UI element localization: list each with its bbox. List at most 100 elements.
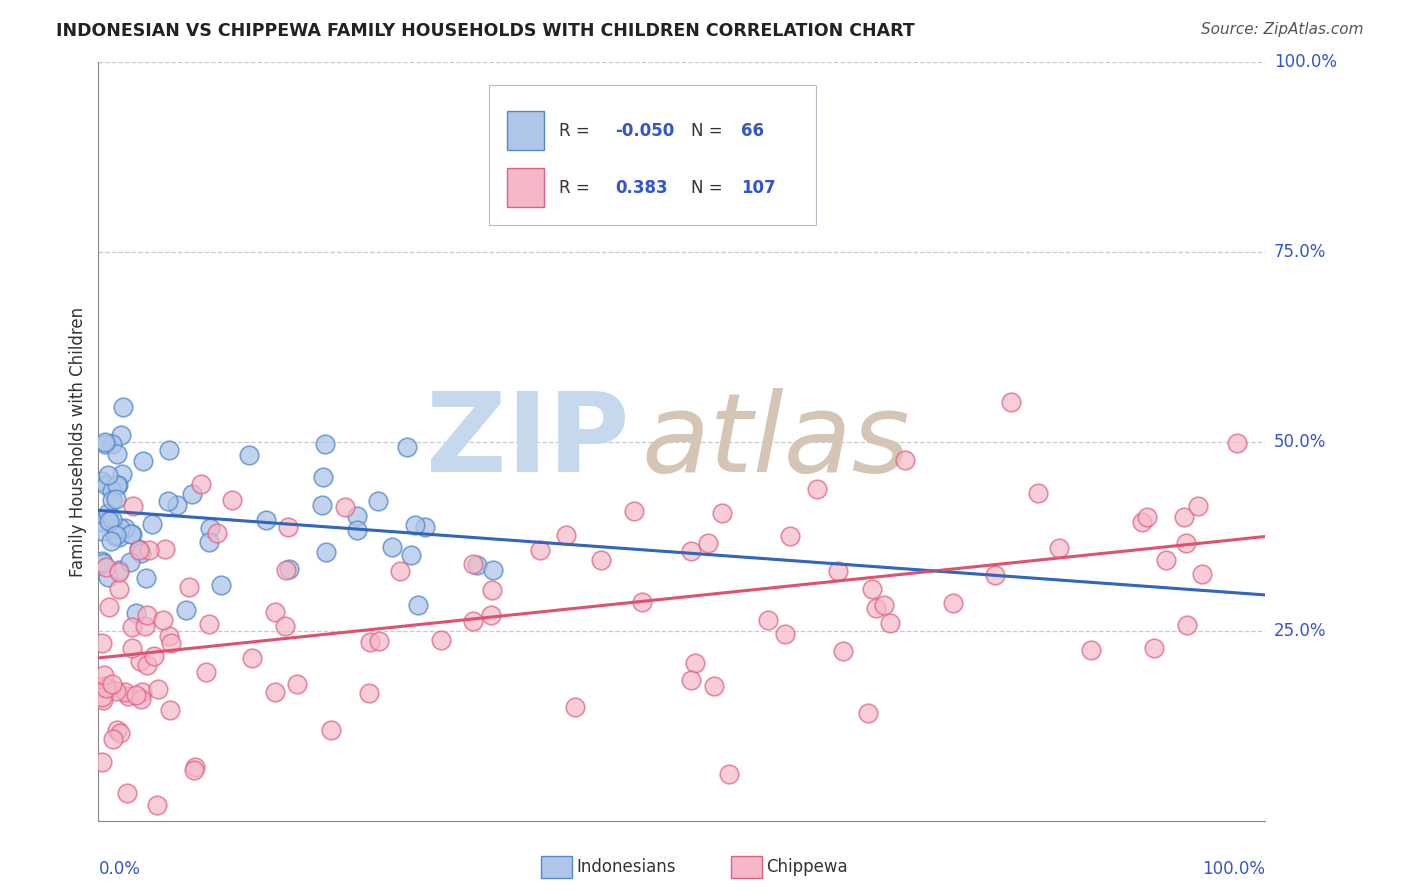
Point [121, 640, 143, 655]
Point [555, 528, 578, 542]
Point [238, 448, 260, 462]
Point [389, 564, 412, 578]
Text: 100.0%: 100.0% [1202, 860, 1265, 878]
Point [115, 786, 138, 800]
Point [285, 677, 308, 691]
Bar [508, 168, 544, 207]
Point [131, 454, 153, 468]
Point [827, 564, 849, 578]
Point [404, 517, 426, 532]
Text: 107: 107 [741, 178, 776, 196]
Point [1173, 510, 1195, 524]
Point [1047, 541, 1070, 556]
Point [623, 504, 645, 518]
Point [315, 545, 337, 559]
Point [98, 681, 121, 696]
Point [368, 633, 391, 648]
Text: ZIP: ZIP [426, 388, 630, 495]
Point [100, 534, 122, 549]
Point [94, 478, 117, 492]
Point [101, 437, 124, 451]
Point [90, 475, 112, 489]
Point [112, 401, 135, 415]
Point [104, 529, 127, 543]
Point [630, 595, 652, 609]
Point [205, 525, 228, 540]
Point [117, 690, 139, 704]
Point [359, 634, 381, 648]
Point [101, 492, 124, 507]
Point [159, 635, 181, 649]
Point [120, 526, 142, 541]
Point [148, 682, 170, 697]
Point [240, 651, 263, 665]
Point [529, 543, 551, 558]
Point [142, 648, 165, 663]
Point [941, 595, 963, 609]
Point [104, 683, 127, 698]
Point [91, 692, 114, 706]
Point [96, 569, 118, 583]
Point [198, 616, 221, 631]
Point [1000, 395, 1022, 409]
Point [166, 498, 188, 512]
Point [381, 540, 404, 554]
Point [314, 437, 336, 451]
Bar [508, 111, 544, 151]
Text: Source: ZipAtlas.com: Source: ZipAtlas.com [1201, 22, 1364, 37]
Point [209, 577, 232, 591]
Point [101, 732, 124, 747]
Point [190, 476, 212, 491]
Point [101, 483, 124, 498]
Y-axis label: Family Households with Children: Family Households with Children [69, 307, 87, 576]
Point [131, 685, 153, 699]
Point [100, 511, 122, 525]
Point [128, 542, 150, 557]
Point [860, 582, 883, 596]
Point [359, 685, 381, 699]
Point [481, 608, 503, 623]
Point [138, 542, 160, 557]
Text: R =: R = [560, 178, 595, 196]
Point [121, 620, 143, 634]
Point [482, 563, 505, 577]
Point [97, 506, 120, 520]
Point [589, 553, 612, 567]
Point [94, 560, 117, 574]
Point [90, 755, 112, 769]
Point [129, 692, 152, 706]
Point [128, 541, 150, 556]
Point [221, 493, 243, 508]
Point [703, 679, 725, 693]
Point [395, 440, 418, 454]
Point [90, 524, 112, 539]
Point [274, 563, 297, 577]
Text: 0.383: 0.383 [616, 178, 668, 196]
Point [159, 703, 181, 717]
Point [467, 558, 489, 573]
Text: 50.0%: 50.0% [1274, 433, 1326, 450]
Text: R =: R = [560, 121, 595, 140]
Point [254, 513, 277, 527]
Point [806, 482, 828, 496]
Point [367, 493, 389, 508]
Point [105, 491, 128, 506]
Point [100, 677, 122, 691]
Point [110, 726, 132, 740]
Point [311, 470, 333, 484]
Point [108, 521, 131, 535]
Point [461, 557, 484, 571]
Point [1191, 567, 1213, 582]
Point [135, 657, 157, 672]
Point [264, 685, 287, 699]
Point [679, 673, 702, 687]
Point [94, 435, 117, 450]
Point [685, 656, 707, 670]
Point [1143, 640, 1166, 655]
Text: atlas: atlas [641, 388, 910, 495]
Point [125, 607, 148, 621]
Point [110, 427, 132, 442]
Point [93, 679, 115, 693]
Point [105, 478, 128, 492]
Text: 0.0%: 0.0% [98, 860, 141, 878]
